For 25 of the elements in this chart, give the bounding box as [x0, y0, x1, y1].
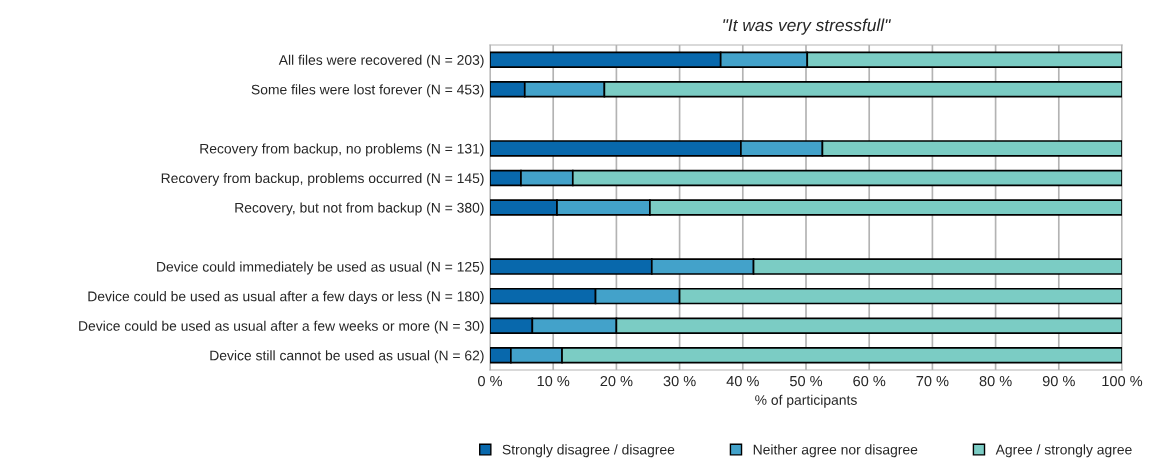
- x-tick-label: 80 %: [979, 375, 1012, 387]
- y-tick-label: Recovery, but not from backup (N = 380): [235, 202, 484, 216]
- y-tick-label: Device could immediately be used as usual (N = 125): [157, 261, 484, 275]
- y-tick-label: Device could be used as usual after a few days or less (N = 180): [88, 291, 484, 305]
- x-tick-label: 60 %: [853, 375, 886, 387]
- y-tick-label: Device still cannot be used as usual (N = 62): [210, 350, 484, 364]
- x-tick-label: 10 %: [537, 375, 570, 387]
- legend-label: Agree / strongly agree: [995, 444, 1132, 458]
- legend-label: Neither agree nor disagree: [753, 444, 918, 458]
- x-tick-label: 20 %: [600, 375, 633, 387]
- x-tick-label: 100 %: [1102, 375, 1143, 387]
- y-tick-label: Device could be used as usual after a few weeks or more (N = 30): [79, 320, 484, 334]
- y-tick-label: Some files were lost forever (N = 453): [251, 84, 484, 98]
- chart-title: "It was very stressfull": [723, 18, 891, 35]
- y-tick-label: All files were recovered (N = 203): [278, 54, 484, 68]
- y-tick-label: Recovery from backup, problems occurred (N = 145): [161, 172, 484, 186]
- x-tick-label: 50 %: [789, 375, 823, 387]
- x-tick-label: 70 %: [916, 375, 949, 387]
- legend-label: Strongly disagree / disagree: [502, 444, 675, 458]
- y-tick-label: Recovery from backup, no problems (N = 131): [200, 143, 484, 157]
- x-tick-label: 90 %: [1042, 375, 1075, 387]
- x-tick-label: 0 %: [478, 375, 503, 387]
- x-axis-title: % of participants: [755, 394, 857, 408]
- x-tick-label: 40 %: [726, 375, 759, 387]
- x-tick-label: 30 %: [663, 375, 696, 387]
